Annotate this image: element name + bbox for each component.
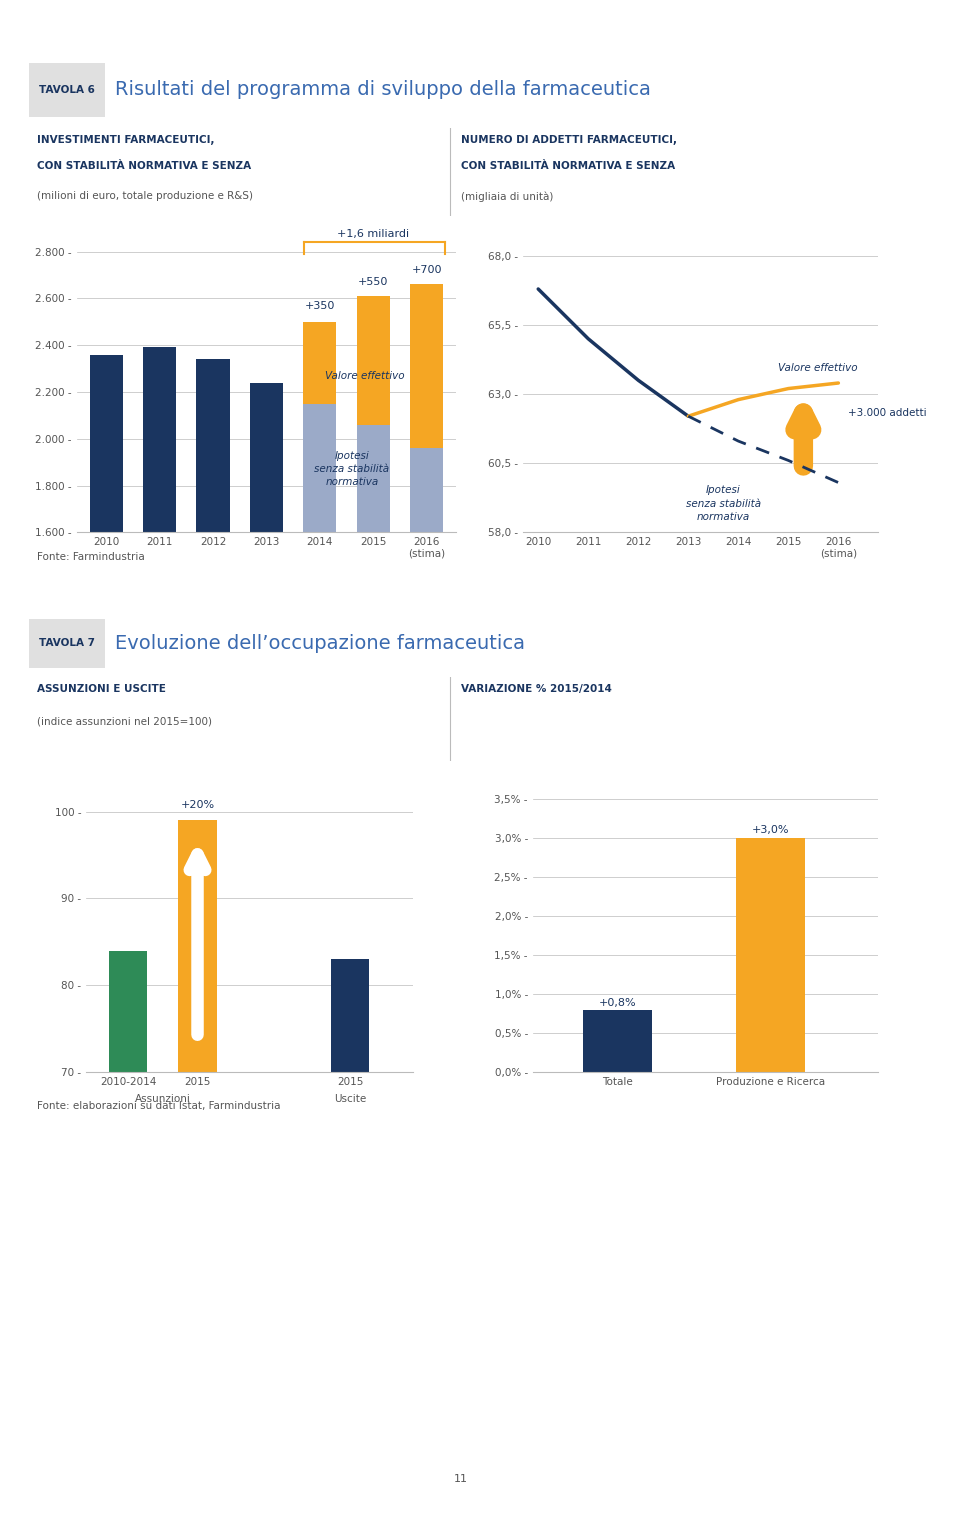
Text: Fonte: elaborazioni su dati Istat, Farmindustria: Fonte: elaborazioni su dati Istat, Farmi… (37, 1101, 281, 1110)
Bar (89, 354, 123, 532)
Bar (583, 1010, 652, 1072)
Text: NUMERO DI ADDETTI FARMACEUTICI,: NUMERO DI ADDETTI FARMACEUTICI, (461, 135, 677, 144)
Bar (109, 951, 147, 1072)
Bar (736, 838, 805, 1072)
Bar (357, 297, 390, 424)
Text: (migliaia di unità): (migliaia di unità) (461, 192, 553, 202)
Text: Ipotesi
senza stabilità
normativa: Ipotesi senza stabilità normativa (314, 450, 390, 487)
Text: +0,8%: +0,8% (598, 998, 636, 1008)
Text: +3.000 addetti: +3.000 addetti (849, 409, 927, 418)
Bar (143, 347, 176, 532)
Bar (250, 383, 283, 532)
Text: Risultati del programma di sviluppo della farmaceutica: Risultati del programma di sviluppo dell… (115, 81, 651, 99)
Text: Fonte: Farmindustria: Fonte: Farmindustria (37, 552, 145, 561)
Text: CON STABILITÀ NORMATIVA E SENZA: CON STABILITÀ NORMATIVA E SENZA (461, 161, 675, 172)
Text: +20%: +20% (180, 800, 215, 809)
Text: Uscite: Uscite (334, 1094, 367, 1104)
Text: ASSUNZIONI E USCITE: ASSUNZIONI E USCITE (37, 683, 166, 694)
Bar (331, 960, 370, 1072)
Text: TAVOLA 7: TAVOLA 7 (38, 639, 95, 648)
Bar (179, 820, 217, 1072)
Bar (29, 619, 105, 668)
Text: Valore effettivo: Valore effettivo (779, 364, 858, 373)
Text: +550: +550 (358, 277, 389, 286)
Bar (29, 62, 105, 117)
Text: CON STABILITÀ NORMATIVA E SENZA: CON STABILITÀ NORMATIVA E SENZA (37, 161, 252, 172)
Text: (milioni di euro, totale produzione e R&S): (milioni di euro, totale produzione e R&… (37, 192, 253, 201)
Text: +3,0%: +3,0% (752, 826, 790, 835)
Text: INVESTIMENTI FARMACEUTICI,: INVESTIMENTI FARMACEUTICI, (37, 135, 215, 144)
Text: +350: +350 (304, 301, 335, 312)
Text: Evoluzione dell’occupazione farmaceutica: Evoluzione dell’occupazione farmaceutica (115, 634, 525, 653)
Bar (197, 359, 229, 532)
Text: TAVOLA 6: TAVOLA 6 (38, 85, 95, 94)
Text: Ipotesi
senza stabilità
normativa: Ipotesi senza stabilità normativa (685, 485, 761, 522)
Bar (303, 322, 336, 403)
Bar (410, 449, 444, 532)
Text: Valore effettivo: Valore effettivo (325, 371, 405, 380)
Text: +1,6 miliardi: +1,6 miliardi (337, 228, 409, 239)
Text: (indice assunzioni nel 2015=100): (indice assunzioni nel 2015=100) (37, 716, 212, 727)
Bar (357, 424, 390, 532)
Bar (410, 284, 444, 449)
Text: 11: 11 (454, 1474, 468, 1484)
Text: +700: +700 (412, 265, 442, 275)
Text: Assunzioni: Assunzioni (134, 1094, 191, 1104)
Bar (303, 403, 336, 532)
Text: VARIAZIONE % 2015/2014: VARIAZIONE % 2015/2014 (461, 683, 612, 694)
